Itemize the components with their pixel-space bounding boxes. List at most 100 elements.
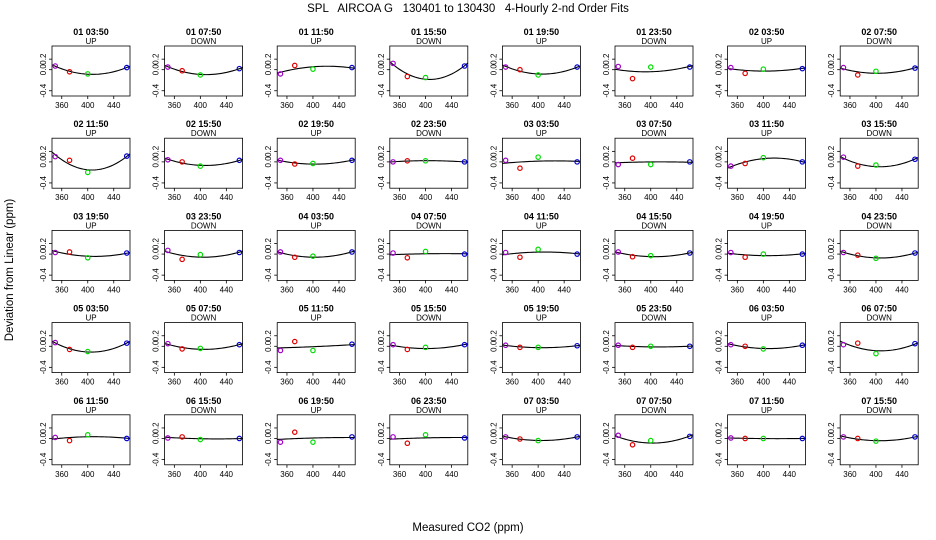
y-tick-label: 0.2 [377,237,386,249]
x-tick-label: 440 [557,470,571,479]
x-tick-label: 440 [107,285,121,294]
y-tick-label: 0.2 [39,53,48,65]
x-tick-label: 440 [670,378,684,387]
data-point [291,161,298,167]
x-tick-label: 440 [220,193,234,202]
panel-title: 02 11:50 [73,119,108,129]
x-tick-label: 440 [670,101,684,110]
x-tick-label: 440 [783,378,797,387]
panel-direction: DOWN [867,314,893,323]
x-tick-label: 360 [731,193,745,202]
data-point [615,161,622,168]
y-tick-label: -0.4 [827,175,836,189]
fit-curve [51,340,131,353]
data-point [760,435,767,442]
data-point [165,435,171,441]
y-tick-label: -0.4 [39,175,48,189]
x-tick-label: 440 [557,378,571,387]
data-point [197,436,204,443]
fit-curve [164,342,243,350]
panel-title: 03 03:50 [524,119,560,129]
x-tick-label: 360 [168,470,182,479]
data-point [390,434,396,440]
fit-curve [51,64,131,75]
fit-curve [840,66,919,74]
y-tick-label: 0.0 [39,432,48,444]
data-point [686,64,693,70]
x-tick-label: 440 [783,285,797,294]
data-point [574,159,580,165]
x-tick-label: 400 [306,470,320,479]
data-point [912,340,918,347]
y-tick-label: 0.2 [602,53,611,65]
y-tick-label: 0.2 [152,53,161,65]
x-tick-label: 360 [618,193,632,202]
data-point [349,341,355,347]
panel-title: 01 03:50 [73,27,109,37]
data-point [310,160,316,167]
y-tick-label: 0.0 [39,340,48,352]
panel-title: 01 07:50 [186,27,222,37]
y-tick-label: -0.4 [489,452,498,466]
y-tick-label: -0.4 [827,452,836,466]
panel-title: 02 03:50 [749,27,785,37]
y-tick-label: -0.4 [152,175,161,189]
panel-direction: DOWN [416,129,442,138]
data-point [728,64,734,71]
panel-frame [389,229,469,281]
fit-curve [389,253,468,256]
x-tick-label: 360 [843,193,857,202]
data-point [517,254,523,261]
y-tick-label: -0.4 [39,268,48,282]
y-tick-label: 0.2 [152,237,161,249]
data-point [310,66,316,72]
y-tick-label: -0.4 [264,83,273,97]
data-point [629,155,636,162]
x-tick-label: 400 [757,470,771,479]
panel-title: 02 19:50 [298,119,334,129]
panel-frame [276,137,356,189]
x-tick-label: 400 [81,470,95,479]
data-point [502,342,509,349]
data-point [52,249,59,256]
data-point [629,344,636,351]
x-tick-label: 400 [757,285,771,294]
panel-frame [727,414,806,466]
fit-curve [727,343,806,350]
x-tick-label: 440 [557,285,571,294]
data-point [629,75,636,82]
fit-curve [502,64,581,75]
y-tick-label: 0.2 [377,145,386,157]
fit-curve [502,160,581,164]
data-point [502,64,509,70]
panel-direction: DOWN [641,129,667,138]
data-point [197,72,204,78]
data-point [517,436,523,442]
panel-title: 06 03:50 [749,304,785,314]
data-point [742,70,748,77]
data-point [422,74,429,81]
data-point [686,343,693,350]
x-tick-label: 440 [670,470,684,479]
data-point [728,163,734,169]
x-tick-label: 360 [618,101,632,110]
data-point [422,431,429,438]
fit-curve [840,250,919,259]
y-tick-label: -0.4 [715,175,724,189]
panel-title: 01 23:50 [636,27,672,37]
data-point [502,157,509,164]
x-tick-label: 360 [55,378,69,387]
y-tick-label: -0.4 [715,83,724,97]
y-tick-label: 0.2 [377,330,386,342]
y-tick-label: 0.2 [715,145,724,157]
panel-direction: UP [761,37,772,46]
data-point [52,153,59,160]
panel-frame [727,322,806,374]
data-point [686,433,693,440]
data-point [873,68,879,75]
